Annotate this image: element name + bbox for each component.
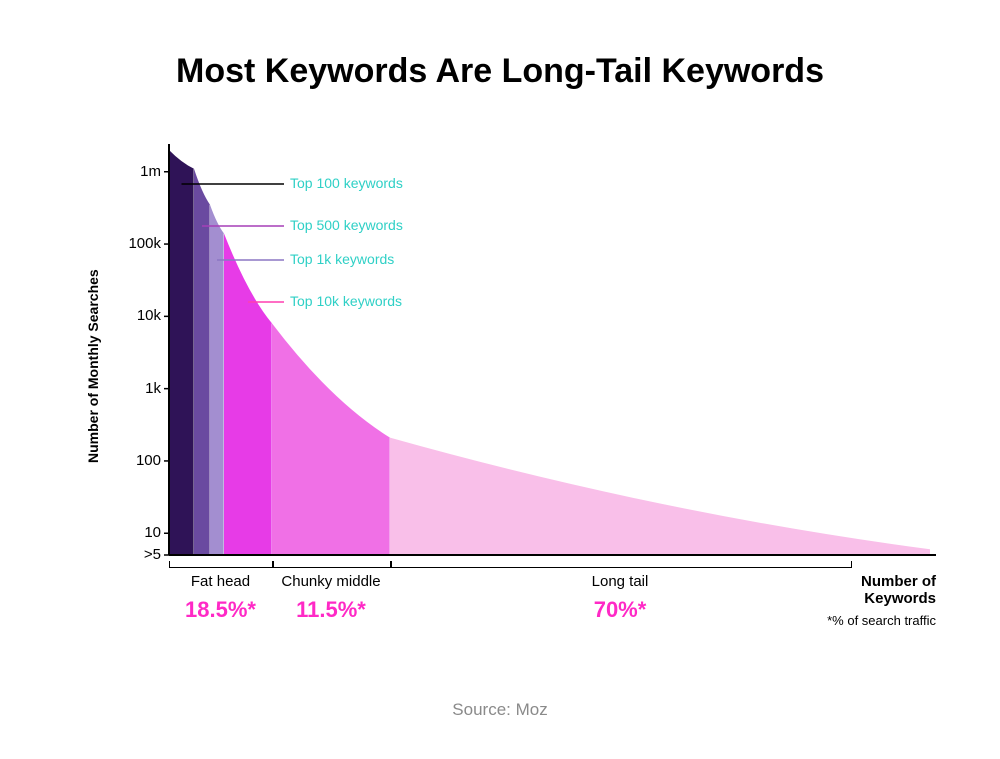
- segment-top1k: [210, 205, 224, 555]
- y-tick-label: 10: [111, 524, 161, 541]
- segment-top100: [169, 150, 194, 555]
- y-tick-label: 1m: [111, 163, 161, 180]
- x-group-label: Long tail: [550, 573, 690, 590]
- y-tick-label: >5: [111, 546, 161, 563]
- segment-top10k: [224, 233, 272, 555]
- x-bracket: [169, 561, 274, 568]
- x-axis-note: *% of search traffic: [736, 613, 936, 628]
- legend-top100: Top 100 keywords: [290, 175, 403, 191]
- x-group-label: Chunky middle: [261, 573, 401, 590]
- x-group-pct: 70%*: [550, 597, 690, 623]
- x-bracket: [390, 561, 852, 568]
- x-axis-title: Number ofKeywords: [736, 573, 936, 607]
- y-tick-label: 100k: [111, 235, 161, 252]
- segment-chunky: [272, 323, 390, 555]
- source-label: Source: Moz: [0, 700, 1000, 720]
- segment-longtail: [390, 438, 930, 555]
- legend-top500: Top 500 keywords: [290, 217, 403, 233]
- y-tick-label: 1k: [111, 380, 161, 397]
- y-tick-label: 10k: [111, 307, 161, 324]
- y-tick-label: 100: [111, 452, 161, 469]
- x-group-pct: 11.5%*: [261, 597, 401, 623]
- legend-top1k: Top 1k keywords: [290, 251, 394, 267]
- legend-top10k: Top 10k keywords: [290, 293, 402, 309]
- x-bracket: [272, 561, 392, 568]
